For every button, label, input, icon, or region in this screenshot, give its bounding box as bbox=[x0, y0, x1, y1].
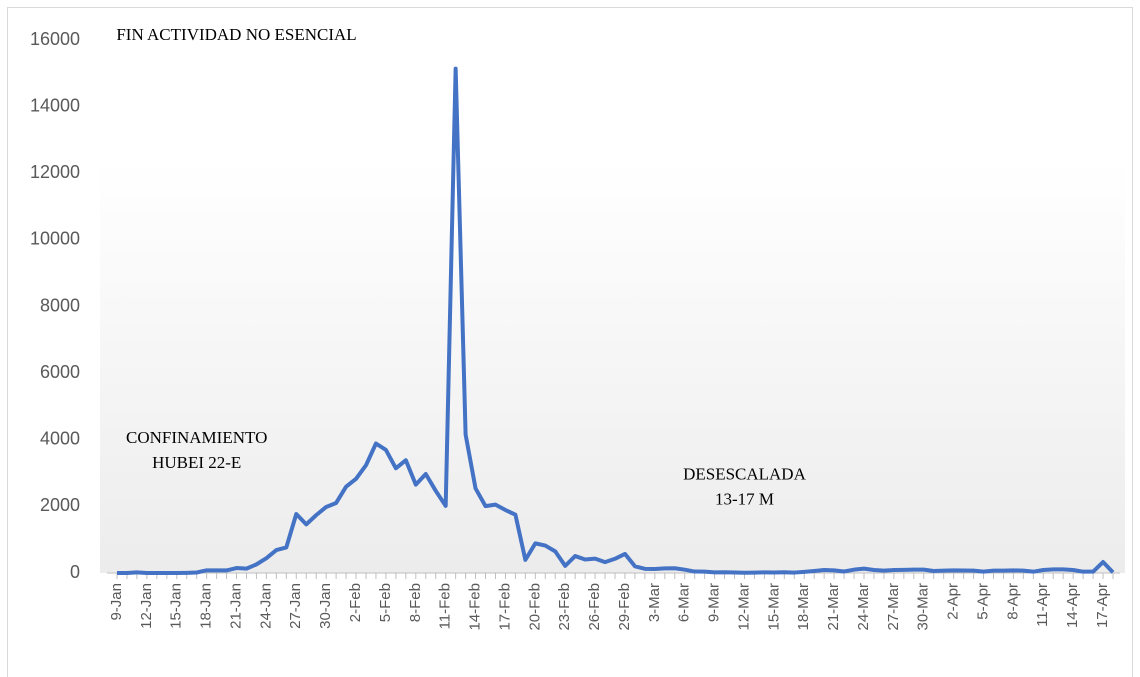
x-tick-label: 2-Apr bbox=[945, 583, 962, 620]
x-tick-label: 11-Apr bbox=[1034, 583, 1051, 627]
x-tick-label: 6-Mar bbox=[676, 583, 693, 622]
annotation: HUBEI 22-E bbox=[152, 453, 241, 472]
x-tick-label: 12-Mar bbox=[735, 583, 752, 631]
plot-background bbox=[100, 160, 1125, 573]
y-tick-label: 12000 bbox=[30, 162, 80, 182]
x-tick-label: 14-Feb bbox=[467, 583, 484, 631]
x-tick-label: 30-Mar bbox=[915, 583, 932, 631]
x-tick-label: 26-Feb bbox=[586, 583, 603, 631]
annotation: CONFINAMIENTO bbox=[126, 428, 267, 447]
x-tick-label: 11-Feb bbox=[437, 583, 454, 629]
x-tick-label: 9-Jan bbox=[108, 583, 125, 621]
y-tick-label: 14000 bbox=[30, 95, 80, 115]
y-tick-label: 6000 bbox=[40, 362, 80, 382]
line-series bbox=[117, 66, 1115, 575]
chart-border bbox=[7, 7, 1133, 677]
x-tick-label: 21-Mar bbox=[825, 583, 842, 631]
y-tick-label: 10000 bbox=[30, 229, 80, 249]
x-tick-label: 15-Jan bbox=[168, 583, 185, 629]
annotation: FIN ACTIVIDAD NO ESENCIAL bbox=[116, 25, 356, 44]
x-tick-label: 15-Mar bbox=[765, 583, 782, 631]
x-tick-label: 18-Jan bbox=[198, 583, 215, 629]
x-tick-label: 29-Feb bbox=[616, 583, 633, 631]
x-tick-label: 24-Jan bbox=[257, 583, 274, 629]
x-tick-label: 5-Feb bbox=[377, 583, 394, 622]
x-tick-label: 17-Apr bbox=[1094, 583, 1111, 628]
x-tick-label: 27-Mar bbox=[885, 583, 902, 631]
x-tick-label: 17-Feb bbox=[496, 583, 513, 631]
y-tick-label: 16000 bbox=[30, 29, 80, 49]
x-tick-label: 18-Mar bbox=[795, 583, 812, 631]
x-tick-label: 20-Feb bbox=[526, 583, 543, 631]
x-tick-label: 21-Jan bbox=[227, 583, 244, 629]
x-tick-label: 2-Feb bbox=[347, 583, 364, 622]
x-tick-label: 23-Feb bbox=[556, 583, 573, 631]
x-tick-label: 9-Mar bbox=[706, 583, 723, 622]
x-tick-label: 27-Jan bbox=[287, 583, 304, 629]
x-tick-label: 3-Mar bbox=[646, 583, 663, 622]
y-tick-label: 0 bbox=[70, 562, 80, 582]
annotation: DESESCALADA bbox=[683, 465, 807, 484]
x-tick-label: 30-Jan bbox=[317, 583, 334, 629]
y-tick-label: 8000 bbox=[40, 295, 80, 315]
x-tick-label: 8-Apr bbox=[1004, 583, 1021, 620]
y-tick-label: 2000 bbox=[40, 495, 80, 515]
x-tick-label: 12-Jan bbox=[138, 583, 155, 629]
annotation: 13-17 M bbox=[715, 490, 774, 509]
x-tick-label: 8-Feb bbox=[407, 583, 424, 622]
x-tick-label: 24-Mar bbox=[855, 583, 872, 631]
x-tick-label: 14-Apr bbox=[1064, 583, 1081, 628]
y-tick-label: 4000 bbox=[40, 429, 80, 449]
x-tick-label: 5-Apr bbox=[974, 583, 991, 620]
